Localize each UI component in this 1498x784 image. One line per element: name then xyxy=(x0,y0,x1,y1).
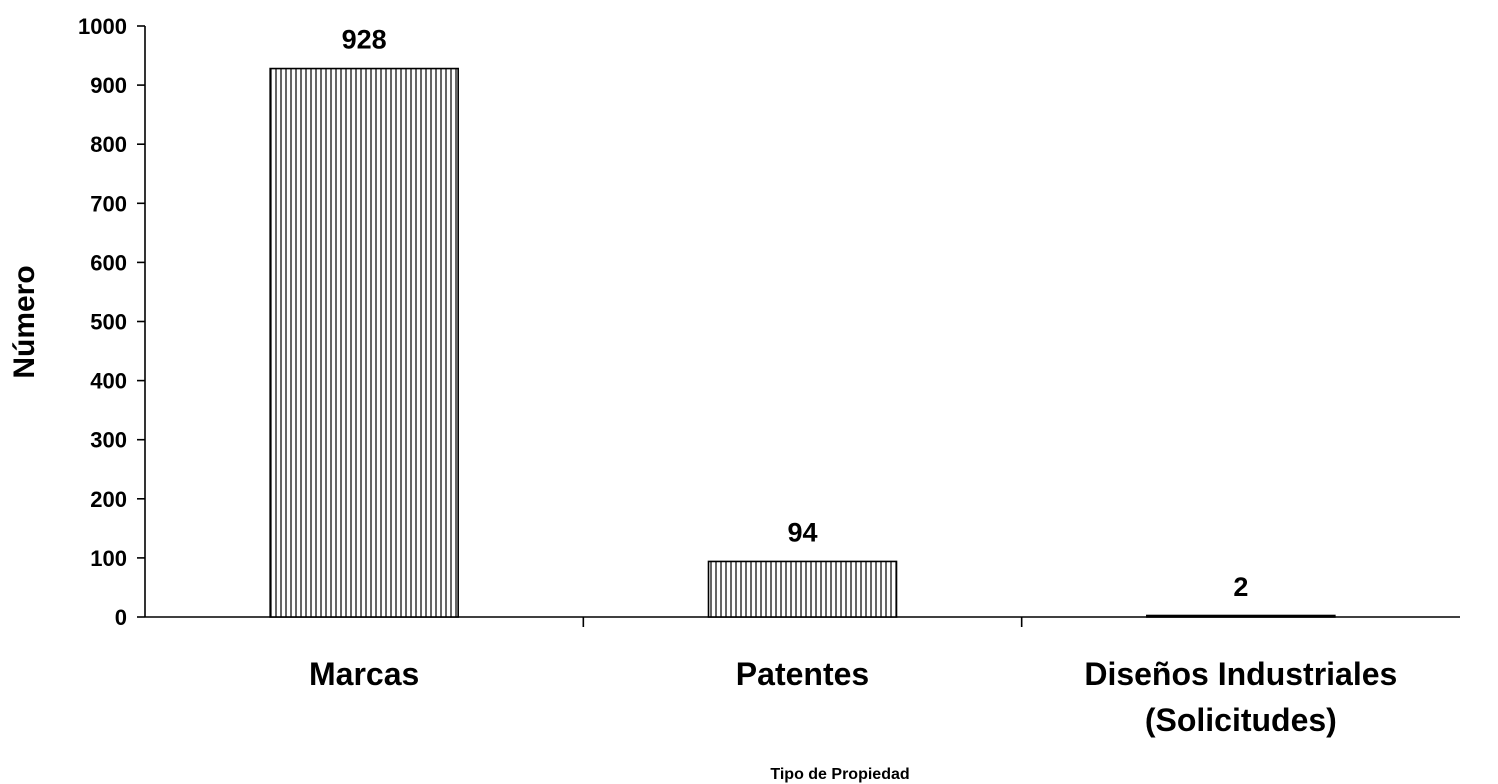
y-tick-label: 600 xyxy=(90,250,127,275)
bar xyxy=(269,67,459,618)
y-tick-label: 900 xyxy=(90,73,127,98)
y-ticks: 0 100 200 300 400 500 600 700 800 900 1000 xyxy=(78,14,145,630)
y-tick-label: 400 xyxy=(90,369,127,394)
x-tick-label: Patentes xyxy=(736,656,869,692)
data-labels: 928 94 2 xyxy=(342,25,1249,602)
y-tick-label: 1000 xyxy=(78,14,127,39)
y-tick-label: 800 xyxy=(90,132,127,157)
bars xyxy=(269,67,1336,618)
y-tick-label: 300 xyxy=(90,428,127,453)
x-ticks xyxy=(582,617,1023,627)
data-label: 2 xyxy=(1233,572,1248,602)
y-tick-label: 700 xyxy=(90,191,127,216)
bar xyxy=(707,560,898,618)
bar xyxy=(1146,614,1336,618)
x-axis-title: Tipo de Propiedad xyxy=(770,766,909,783)
x-tick-label: Marcas xyxy=(309,656,419,692)
y-tick-label: 0 xyxy=(115,605,127,630)
data-label: 928 xyxy=(342,25,387,55)
y-tick-label: 200 xyxy=(90,487,127,512)
y-axis-title: Número xyxy=(8,265,41,378)
y-tick-label: 100 xyxy=(90,546,127,571)
y-tick-label: 500 xyxy=(90,310,127,335)
x-tick-label: Diseños Industriales (Solicitudes) xyxy=(1084,656,1397,738)
data-label: 94 xyxy=(787,517,817,547)
x-tick-labels: Marcas Patentes Diseños Industriales (Solic… xyxy=(309,656,1397,738)
